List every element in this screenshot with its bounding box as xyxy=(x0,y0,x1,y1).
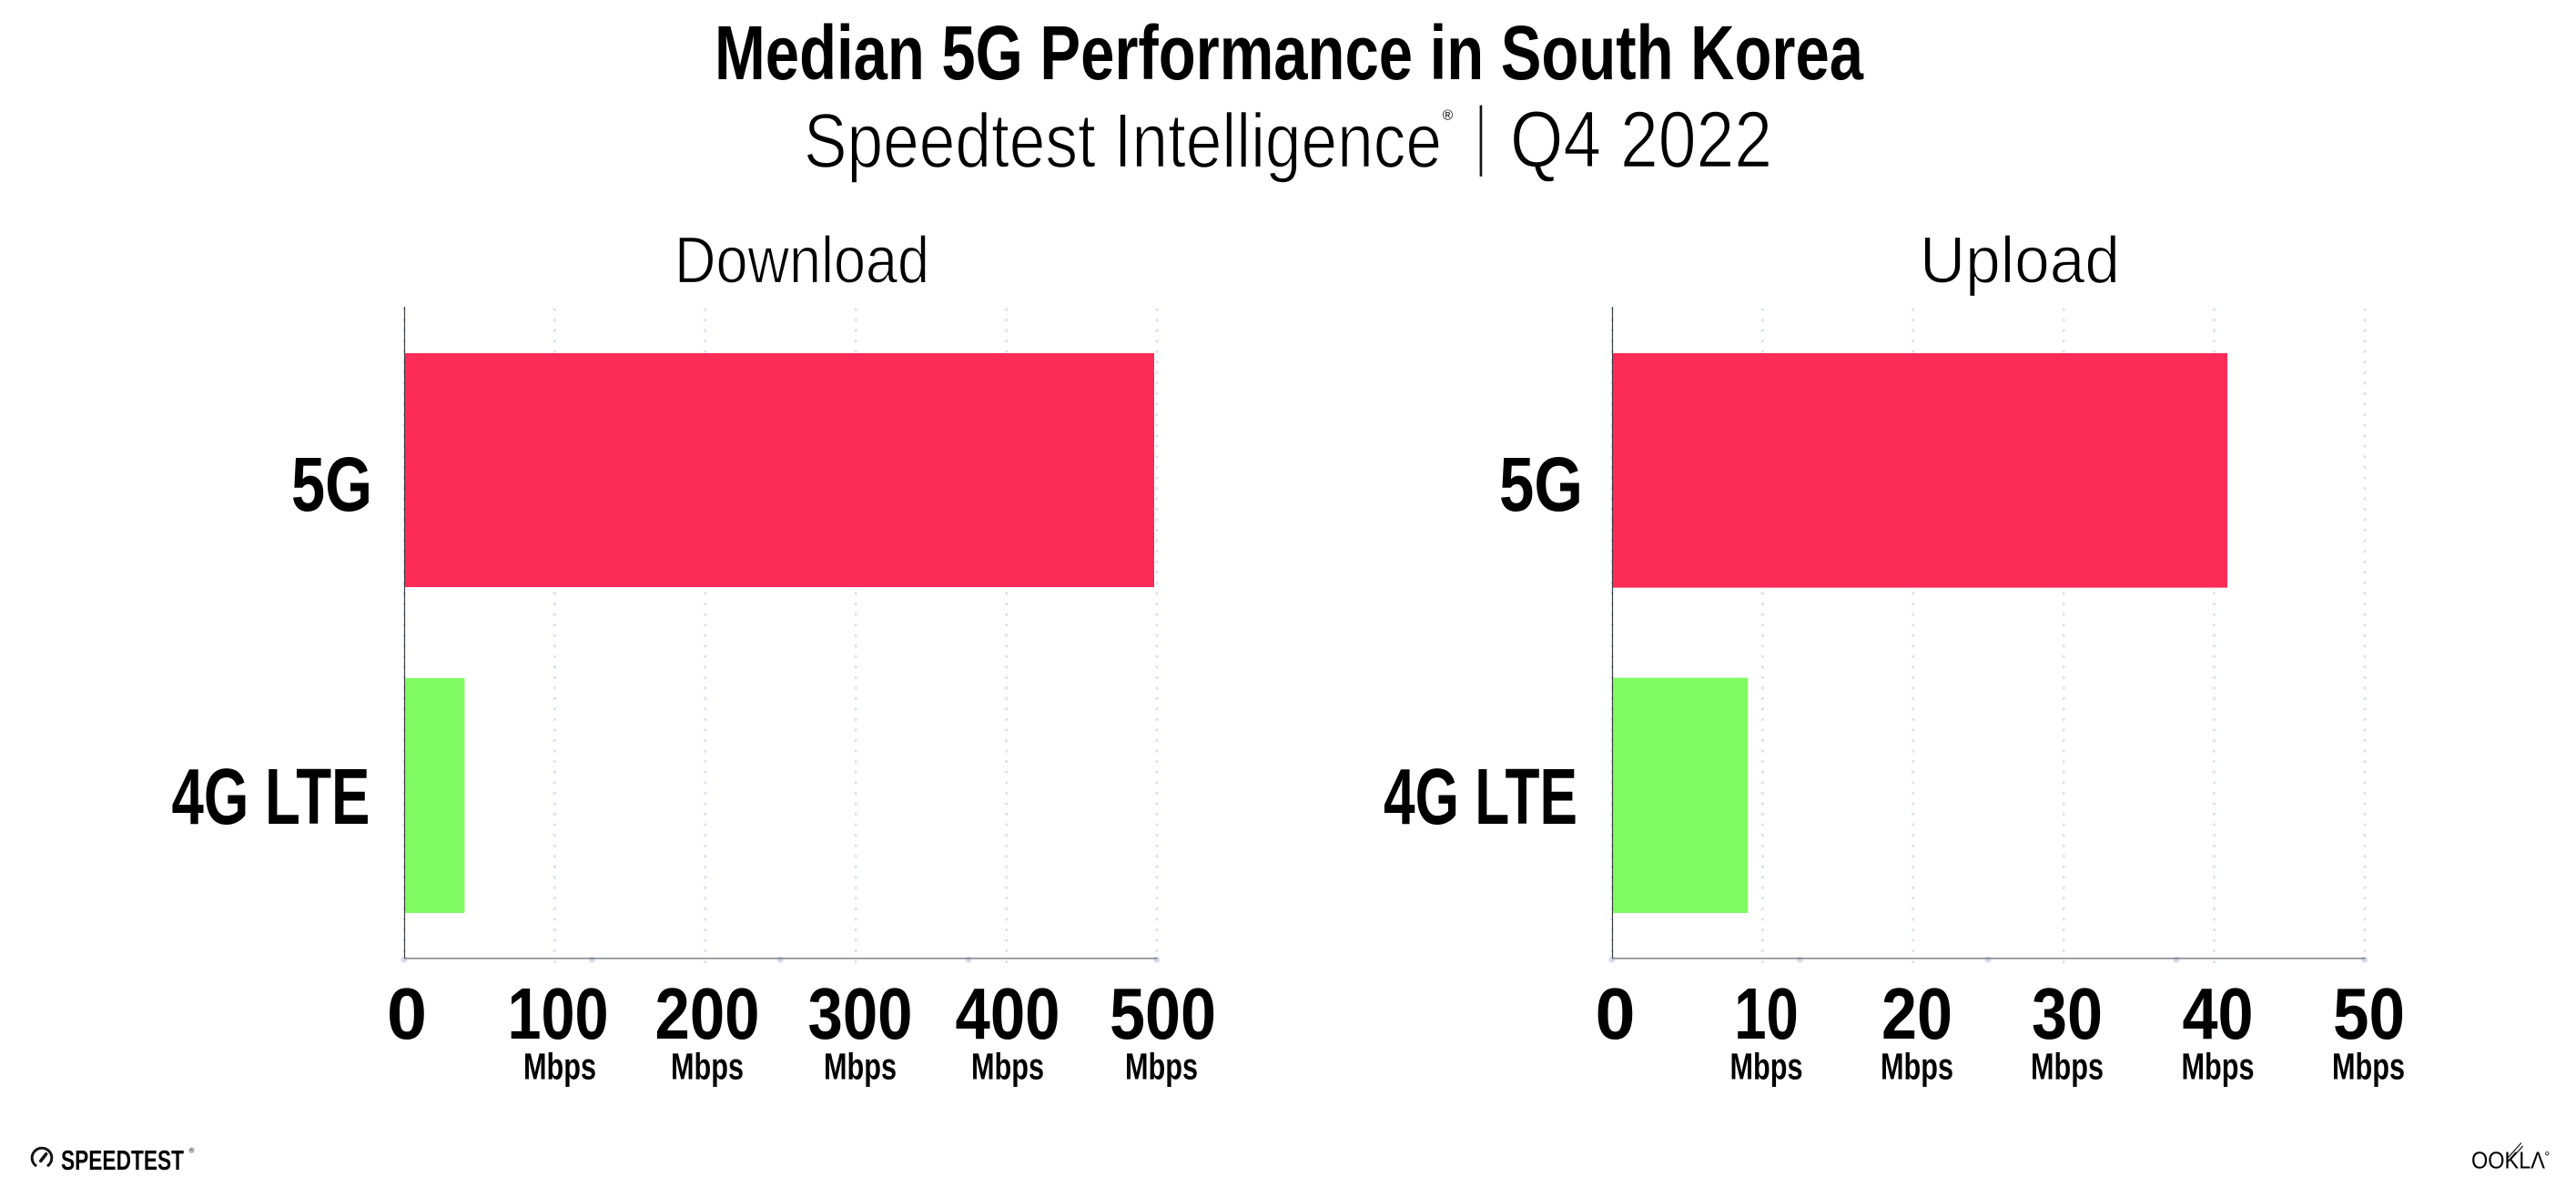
svg-text:100: 100 xyxy=(508,973,609,1054)
svg-text:500: 500 xyxy=(1110,973,1216,1054)
svg-text:20: 20 xyxy=(1881,973,1952,1054)
svg-text:Mbps: Mbps xyxy=(971,1046,1044,1088)
svg-text:30: 30 xyxy=(2032,973,2103,1054)
svg-text:SPEEDTEST: SPEEDTEST xyxy=(61,1144,184,1176)
svg-text:4G LTE: 4G LTE xyxy=(172,752,370,841)
svg-text:Upload: Upload xyxy=(1920,225,2120,298)
svg-text:200: 200 xyxy=(655,973,760,1054)
svg-text:0: 0 xyxy=(387,973,427,1054)
svg-text:0: 0 xyxy=(1596,973,1636,1054)
svg-text:10: 10 xyxy=(1734,973,1799,1054)
svg-text:Mbps: Mbps xyxy=(1125,1046,1198,1088)
svg-text:Mbps: Mbps xyxy=(523,1046,596,1088)
svg-text:50: 50 xyxy=(2333,973,2405,1054)
svg-text:Download: Download xyxy=(674,225,929,298)
svg-text:4G LTE: 4G LTE xyxy=(1384,752,1577,841)
svg-text:OOKLΛ: OOKLΛ xyxy=(2471,1147,2546,1174)
svg-text:Q4 2022: Q4 2022 xyxy=(1510,95,1772,185)
svg-text:300: 300 xyxy=(808,973,913,1054)
svg-text:Mbps: Mbps xyxy=(2031,1046,2104,1088)
svg-text:Mbps: Mbps xyxy=(1730,1046,1803,1088)
svg-text:Mbps: Mbps xyxy=(2332,1046,2405,1088)
svg-text:®: ® xyxy=(1443,108,1454,124)
svg-text:Median 5G Performance in South: Median 5G Performance in South Korea xyxy=(715,10,1864,96)
svg-text:Mbps: Mbps xyxy=(2182,1046,2255,1088)
svg-text:Mbps: Mbps xyxy=(1881,1046,1953,1088)
svg-text:Mbps: Mbps xyxy=(824,1046,897,1088)
svg-text:®: ® xyxy=(189,1147,195,1155)
svg-text:5G: 5G xyxy=(1499,441,1583,527)
svg-text:40: 40 xyxy=(2183,973,2254,1054)
svg-text:5G: 5G xyxy=(291,441,372,527)
svg-text:Speedtest Intelligence: Speedtest Intelligence xyxy=(804,98,1442,184)
svg-text:400: 400 xyxy=(956,973,1060,1054)
svg-text:Mbps: Mbps xyxy=(671,1046,744,1088)
